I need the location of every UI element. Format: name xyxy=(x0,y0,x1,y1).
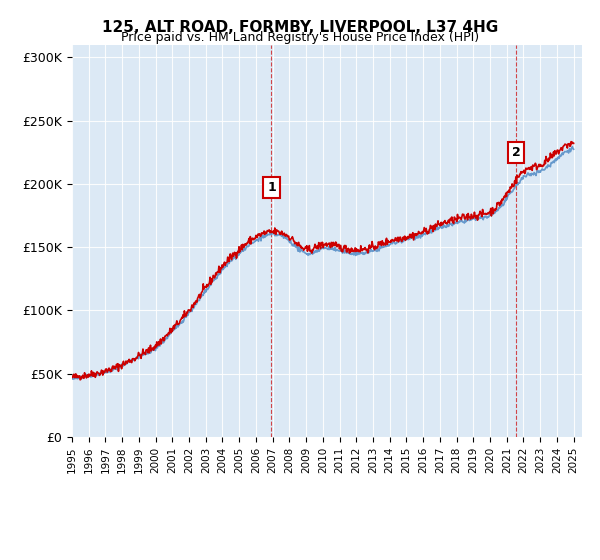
Text: 1: 1 xyxy=(267,181,276,194)
Text: 2: 2 xyxy=(512,146,520,159)
Text: 125, ALT ROAD, FORMBY, LIVERPOOL, L37 4HG: 125, ALT ROAD, FORMBY, LIVERPOOL, L37 4H… xyxy=(102,20,498,35)
Text: Price paid vs. HM Land Registry's House Price Index (HPI): Price paid vs. HM Land Registry's House … xyxy=(121,31,479,44)
